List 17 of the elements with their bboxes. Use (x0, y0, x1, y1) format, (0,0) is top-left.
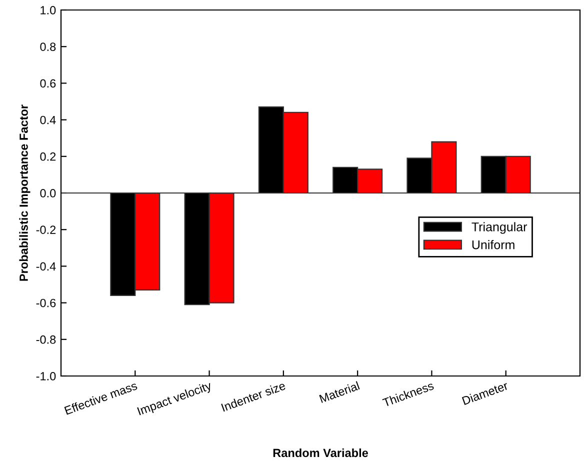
x-tick-label: Impact velocity (136, 380, 214, 418)
y-tick-label: 0.8 (40, 42, 56, 51)
x-tick-label: Indenter size (220, 381, 286, 412)
y-tick-label: 0.6 (40, 79, 56, 88)
legend-label: Triangular (472, 222, 528, 234)
y-tick-label: -0.2 (36, 226, 56, 234)
legend-label: Uniform (472, 240, 514, 250)
y-tick-label: 0.0 (40, 189, 56, 198)
y-tick-label: -0.6 (36, 298, 56, 308)
y-tick-label: -1.0 (36, 372, 56, 380)
y-tick-label: 1.0 (40, 6, 56, 14)
y-tick-label: 0.2 (40, 152, 56, 161)
y-tick-label: -0.8 (36, 335, 56, 344)
y-tick-label: -0.4 (36, 262, 56, 271)
y-axis-title: Probabilistic Importance Factor (19, 104, 30, 281)
x-axis-title: Random Variable (273, 448, 368, 458)
y-tick-label: 0.4 (40, 116, 56, 124)
